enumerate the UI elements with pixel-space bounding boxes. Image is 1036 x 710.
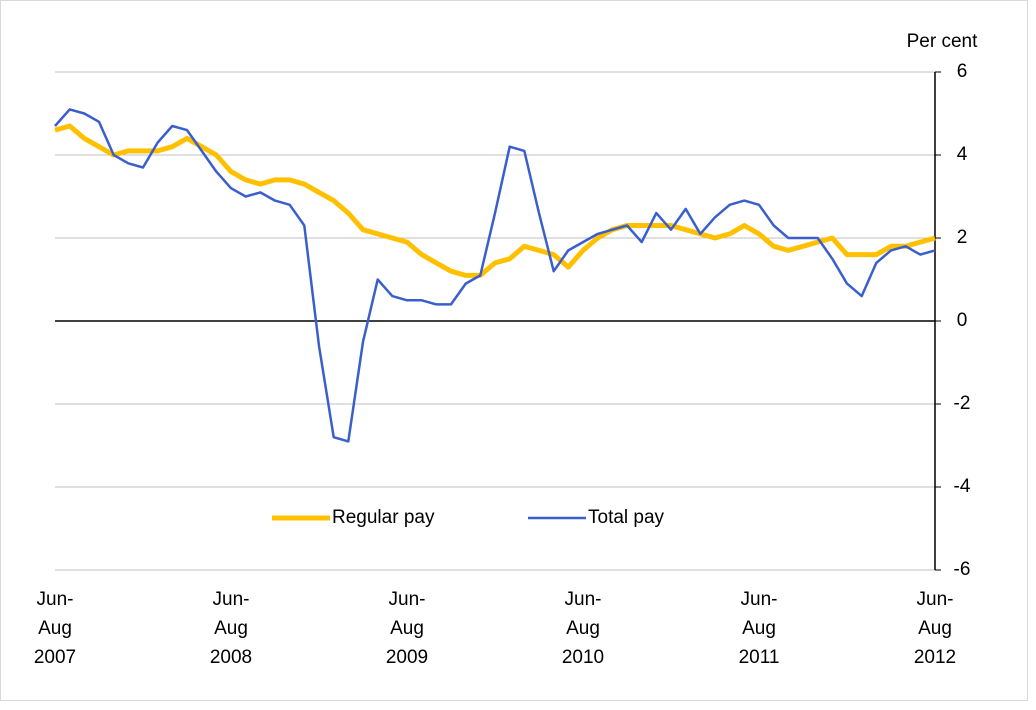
x-tick-label: Jun-Aug 2008 — [209, 589, 253, 668]
x-tick-label: Jun-Aug 2011 — [738, 589, 780, 668]
legend-label: Total pay — [588, 507, 665, 528]
y-tick-label: 4 — [957, 144, 968, 165]
y-tick-label: 6 — [957, 61, 968, 82]
frame — [0, 0, 1028, 701]
x-tick-label: Jun-Aug 2010 — [561, 589, 605, 668]
y-tick-label: -4 — [954, 476, 971, 497]
series-line — [54, 108, 936, 443]
x-tick-label: Jun-Aug 2009 — [385, 589, 429, 668]
series-line — [54, 123, 936, 278]
y-tick-label: 2 — [957, 227, 968, 248]
legend-label: Regular pay — [332, 507, 435, 528]
y-tick-label: -6 — [954, 559, 971, 580]
y-tick-label: 0 — [957, 310, 968, 331]
y-axis-label: Per cent — [907, 31, 978, 52]
x-tick-label: Jun-Aug 2012 — [913, 589, 957, 668]
y-tick-label: -2 — [954, 393, 971, 414]
x-tick-label: Jun-Aug 2007 — [33, 589, 77, 668]
